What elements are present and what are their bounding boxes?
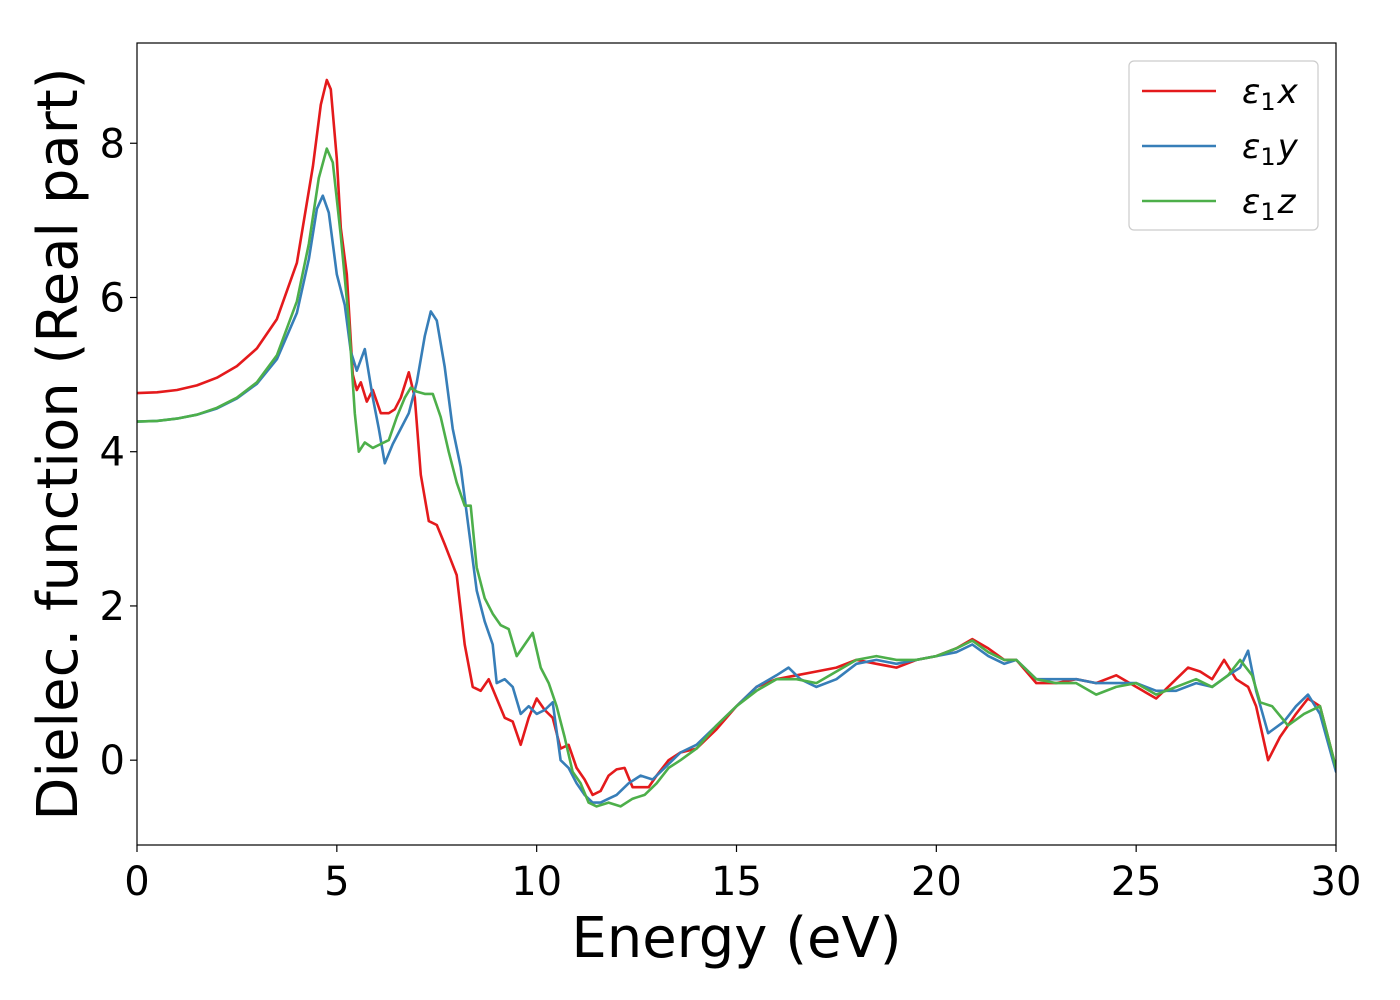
y-axis-ticks: 0 2 4 6 8 — [100, 121, 137, 784]
legend-label-y: ε1y — [1242, 127, 1299, 171]
x-tick-label: 20 — [911, 859, 962, 905]
y-tick-label: 0 — [100, 738, 125, 784]
y-tick-label: 6 — [100, 275, 125, 321]
y-tick-label: 2 — [100, 584, 125, 630]
legend-label-x: ε1x — [1242, 72, 1299, 116]
x-tick-label: 5 — [324, 859, 349, 905]
y-tick-label: 4 — [100, 430, 125, 476]
x-tick-label: 30 — [1311, 859, 1362, 905]
series-layer — [137, 78, 1336, 808]
x-tick-label: 15 — [711, 859, 762, 905]
x-tick-label: 10 — [511, 859, 562, 905]
series-line-y — [137, 194, 1336, 804]
legend-box — [1128, 60, 1319, 231]
legend: ε1x ε1y ε1z — [1128, 60, 1319, 231]
x-axis-ticks: 0 5 10 15 20 25 30 — [124, 845, 1361, 905]
series-line-x — [137, 78, 1336, 797]
series-line-z — [137, 147, 1336, 808]
x-tick-label: 0 — [124, 859, 149, 905]
x-axis-label: Energy (eV) — [571, 906, 901, 971]
x-tick-label: 25 — [1111, 859, 1162, 905]
y-tick-label: 8 — [100, 121, 125, 167]
y-axis-label: Dielec. function (Real part) — [26, 67, 91, 820]
legend-label-z: ε1z — [1242, 182, 1297, 226]
